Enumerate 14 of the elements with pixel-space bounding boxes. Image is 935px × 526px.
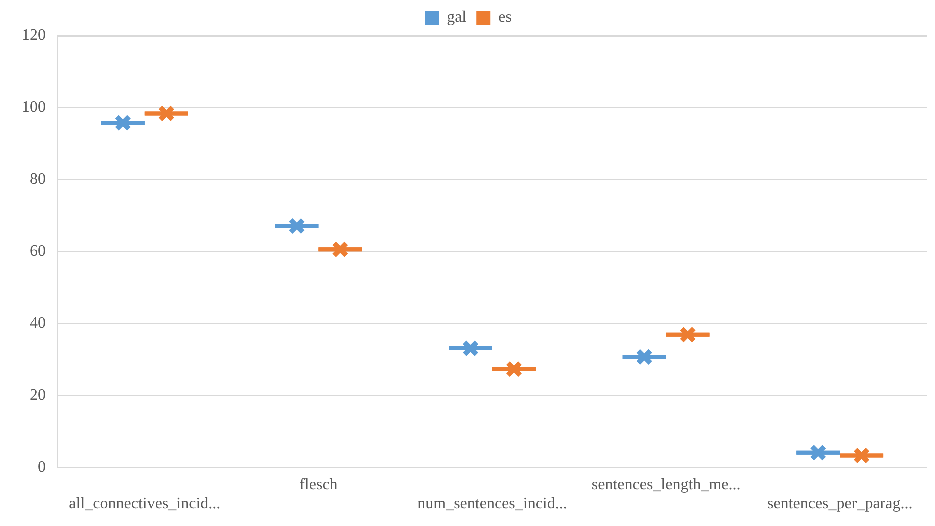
legend-label: gal [447, 9, 468, 26]
y-tick-label: 80 [30, 171, 46, 188]
y-tick-label: 0 [38, 458, 46, 476]
y-tick-label: 20 [30, 386, 46, 404]
y-tick-label: 100 [22, 99, 46, 116]
x-tick-label: sentences_length_me... [592, 476, 741, 494]
x-tick-label: num_sentences_incid... [418, 496, 568, 513]
y-tick-label: 40 [30, 314, 46, 332]
x-tick-label: sentences_per_parag... [767, 496, 913, 513]
y-tick-label: 60 [30, 243, 46, 260]
y-tick-label: 120 [22, 27, 46, 44]
legend-label: es [498, 9, 512, 26]
x-tick-label: flesch [300, 476, 338, 494]
x-tick-label: all_connectives_incid... [69, 496, 221, 513]
